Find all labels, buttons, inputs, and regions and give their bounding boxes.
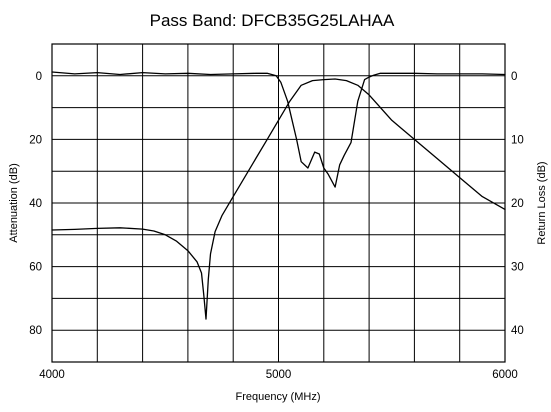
x-axis-label: Frequency (MHz) bbox=[236, 391, 321, 403]
y-right-tick-label: 40 bbox=[511, 325, 524, 337]
y-right-tick-label: 30 bbox=[511, 262, 524, 274]
y-left-tick-labels: 0 20 40 60 80 bbox=[29, 71, 42, 337]
y-left-tick-label: 80 bbox=[29, 325, 42, 337]
chart-title: Pass Band: DFCB35G25LAHAA bbox=[150, 11, 395, 30]
y-right-tick-label: 0 bbox=[511, 71, 517, 83]
y-left-tick-label: 60 bbox=[29, 262, 42, 274]
x-tick-label: 4000 bbox=[39, 369, 65, 381]
y-left-tick-label: 40 bbox=[29, 198, 42, 210]
y-left-tick-label: 20 bbox=[29, 134, 42, 146]
x-tick-label: 5000 bbox=[266, 369, 292, 381]
y-right-tick-label: 10 bbox=[511, 134, 524, 146]
y-right-tick-label: 20 bbox=[511, 198, 524, 210]
y-right-tick-labels: 0 10 20 30 40 bbox=[511, 71, 524, 337]
y-right-axis-label: Return Loss (dB) bbox=[536, 161, 548, 244]
gridlines bbox=[52, 44, 505, 362]
y-left-tick-label: 0 bbox=[36, 71, 42, 83]
y-left-axis-label: Attenuation (dB) bbox=[8, 163, 20, 243]
x-tick-label: 6000 bbox=[492, 369, 518, 381]
x-tick-labels: 4000 5000 6000 bbox=[39, 369, 518, 381]
